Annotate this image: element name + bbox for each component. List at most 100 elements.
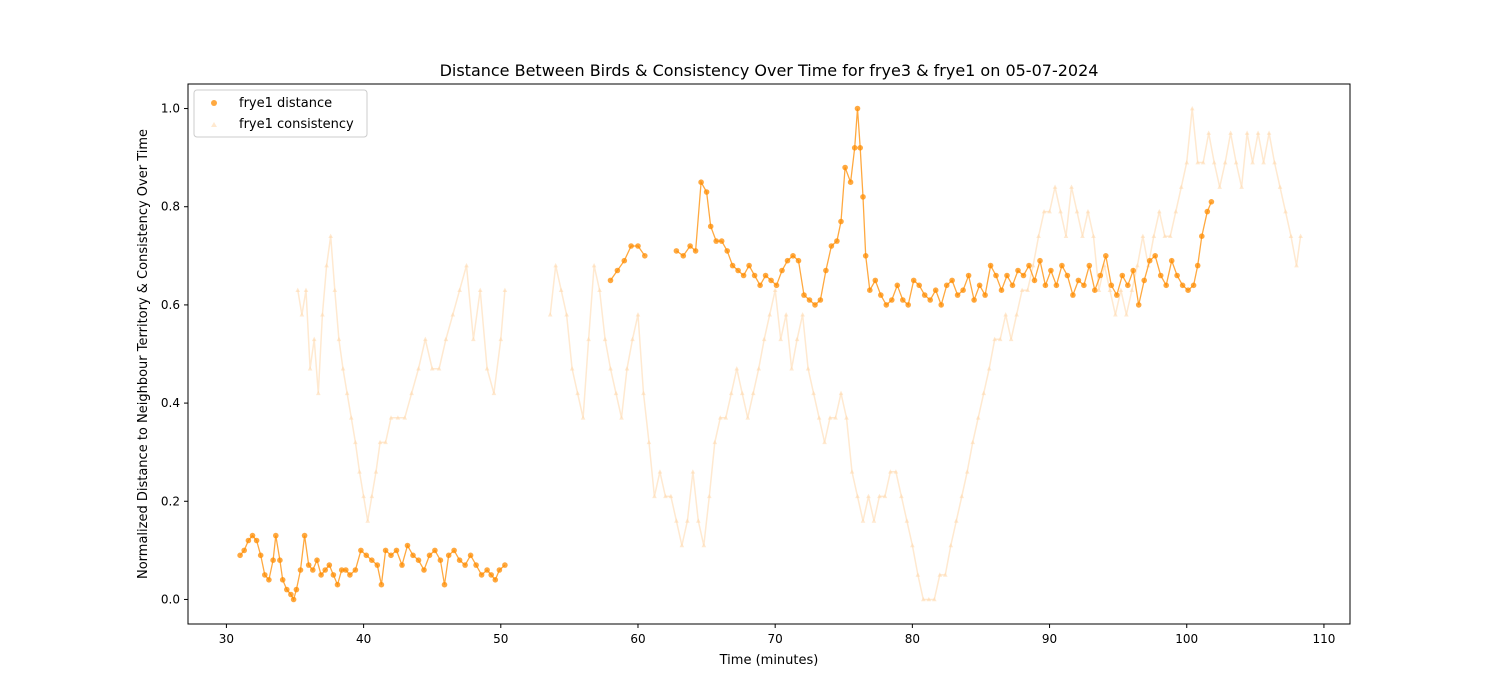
data-point <box>415 557 422 563</box>
data-point <box>257 552 264 559</box>
data-point <box>1119 272 1126 279</box>
data-point <box>496 567 503 573</box>
data-point <box>1124 312 1129 317</box>
data-point <box>614 267 621 274</box>
data-point <box>388 552 394 559</box>
data-point <box>746 262 752 269</box>
data-point <box>630 336 635 342</box>
data-point <box>352 567 359 573</box>
data-point <box>635 243 641 249</box>
data-point <box>1129 287 1135 292</box>
data-point <box>960 287 966 294</box>
data-point <box>889 297 895 303</box>
data-point <box>1179 282 1186 289</box>
data-point <box>1140 233 1146 238</box>
data-point <box>756 366 762 371</box>
data-point <box>789 366 794 371</box>
data-point <box>305 562 312 568</box>
data-point <box>1255 130 1261 135</box>
data-point <box>1184 159 1190 165</box>
data-point <box>457 287 462 292</box>
data-point <box>558 287 564 292</box>
data-point <box>954 292 961 298</box>
data-point <box>437 557 444 563</box>
data-point <box>910 277 917 284</box>
data-point <box>1031 277 1038 284</box>
data-point <box>336 336 342 342</box>
data-point <box>713 238 719 244</box>
data-point <box>834 238 840 244</box>
data-point <box>445 552 452 559</box>
data-point <box>723 415 729 420</box>
data-point <box>838 218 844 225</box>
data-point <box>502 287 508 292</box>
data-point <box>1167 233 1173 238</box>
data-point <box>1217 184 1222 189</box>
data-point <box>1135 302 1142 308</box>
data-point <box>867 287 873 294</box>
data-point <box>698 179 704 185</box>
data-point <box>237 552 243 559</box>
y-tick-label: 0.4 <box>161 396 180 410</box>
legend: frye1 distance frye1 consistency <box>193 89 368 138</box>
data-point <box>402 415 408 420</box>
data-point <box>948 542 954 548</box>
data-point <box>1199 233 1205 239</box>
data-point <box>1047 209 1052 214</box>
data-point <box>982 292 988 298</box>
data-point <box>318 572 324 578</box>
data-point <box>970 439 976 445</box>
data-point <box>1074 209 1080 214</box>
data-point <box>800 312 805 317</box>
data-point <box>971 297 977 303</box>
data-point <box>441 581 448 588</box>
x-tick-label: 60 <box>630 632 645 646</box>
y-tick-label: 0.2 <box>161 494 180 508</box>
series-line <box>297 236 506 522</box>
data-point <box>932 287 939 294</box>
data-point <box>668 493 674 499</box>
data-point <box>353 439 358 445</box>
data-point <box>1097 272 1104 279</box>
data-point <box>1069 184 1074 189</box>
data-point <box>878 292 884 298</box>
data-point <box>1141 277 1147 284</box>
data-point <box>857 145 863 151</box>
data-point <box>316 390 321 396</box>
data-point <box>301 532 308 539</box>
data-point <box>324 263 329 268</box>
data-point <box>1114 292 1120 298</box>
axes-frame <box>187 83 1351 625</box>
y-tick-label: 0.8 <box>161 200 180 214</box>
data-point <box>429 366 435 371</box>
data-point <box>1146 257 1153 264</box>
data-point <box>1053 282 1060 289</box>
data-point <box>607 277 614 284</box>
data-point <box>734 366 740 371</box>
data-point <box>270 557 276 563</box>
data-point <box>332 287 338 292</box>
data-point <box>1113 312 1118 317</box>
y-tick-label: 0.0 <box>161 592 180 606</box>
data-point <box>739 390 745 396</box>
data-point <box>1239 184 1244 189</box>
data-point <box>816 415 822 420</box>
x-tick-label: 30 <box>219 632 234 646</box>
data-point <box>916 282 922 289</box>
data-point <box>1228 130 1233 135</box>
data-point <box>779 267 785 274</box>
data-point <box>1185 287 1191 294</box>
data-point <box>451 547 457 554</box>
data-point <box>943 282 950 289</box>
data-point <box>1108 282 1115 289</box>
data-point <box>894 282 901 289</box>
data-point <box>586 336 591 342</box>
data-point <box>473 562 479 568</box>
data-point <box>467 552 474 559</box>
data-point <box>1025 287 1030 292</box>
data-point <box>784 257 791 264</box>
data-point <box>1059 262 1065 269</box>
x-tick-label: 110 <box>1312 632 1335 646</box>
data-point <box>1026 262 1032 269</box>
data-point <box>827 415 833 420</box>
